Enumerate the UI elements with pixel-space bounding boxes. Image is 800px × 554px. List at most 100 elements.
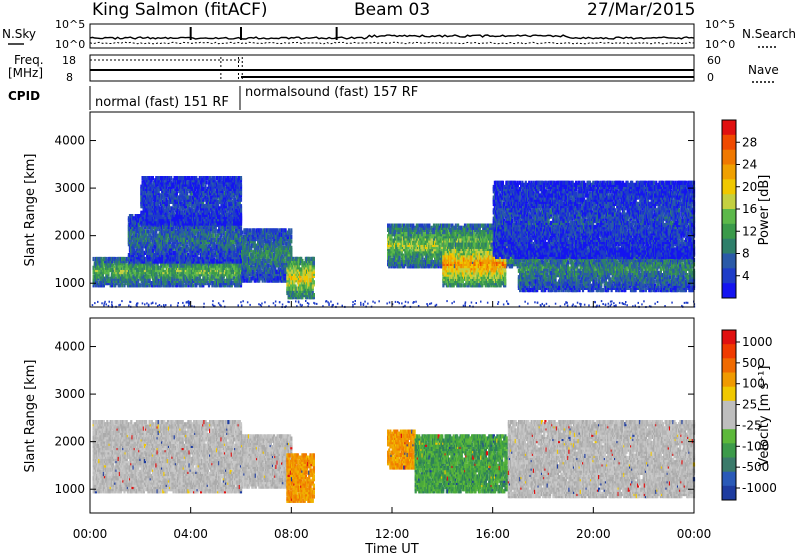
power-cell [108,265,111,270]
power-cell [152,210,156,215]
power-cell [142,250,145,255]
power-cell [186,274,189,279]
nsky-trace [89,34,695,40]
power-cell [190,263,193,268]
power-cell [186,244,189,249]
power-cell [230,227,233,232]
power-cell [130,250,133,255]
power-cell [179,219,182,224]
power-cell [181,184,184,189]
power-cell [150,178,153,183]
power-cell [236,253,239,258]
power-cell [210,246,213,251]
power-cell [184,246,188,251]
power-cell [127,242,130,247]
power-cell [190,278,193,283]
power-cell [98,281,101,286]
power-cell [233,250,236,255]
power-cell [223,227,226,232]
power-cell [184,204,188,209]
power-cell [223,246,226,251]
power-cell [176,242,180,247]
power-cell [210,206,213,211]
power-cell [227,272,230,277]
power-cell [238,263,241,268]
power-cell [180,274,183,279]
power-cell [130,265,133,270]
power-cell [181,227,184,232]
power-cell [230,184,233,189]
power-cell [234,178,237,183]
power-cell [140,250,143,255]
power-cell [189,248,192,253]
power-cell [140,253,143,258]
power-cell [144,221,148,226]
power-cell [93,263,96,268]
power-cell [156,182,159,187]
power-cell [207,182,210,187]
power-cell [230,210,233,215]
power-cell [215,204,218,209]
power-cell [176,255,180,260]
power-cell [220,186,223,191]
power-cell [190,242,193,247]
power-cell [100,263,103,268]
power-cell [190,250,193,255]
power-cell [210,257,213,262]
power-cell [146,267,149,273]
power-cell [155,214,158,220]
power-cell [139,263,142,268]
power-cell [238,259,241,264]
power-cell [222,184,225,189]
power-cell [116,276,119,281]
power-cell [114,278,117,283]
power-cell [111,274,115,279]
power-cell [92,267,95,273]
power-cell [181,240,184,245]
power-cell [206,253,209,258]
power-cell [179,214,182,220]
power-cell [205,199,208,204]
power-cell [194,263,197,268]
power-cell [158,184,161,189]
power-cell [236,259,239,264]
power-cell [154,265,157,270]
power-cell [162,178,165,183]
power-cell [206,246,209,251]
power-cell [130,216,133,221]
power-cell [220,244,223,249]
power-cell [223,206,226,211]
power-cell [168,206,172,211]
power-cell [131,227,134,232]
power-cell [236,240,239,245]
power-cell [123,283,126,288]
power-cell [151,184,154,189]
power-cell [194,281,197,286]
power-cell [228,229,231,234]
power-cell [197,178,200,183]
power-cell [168,212,172,217]
power-cell [191,253,194,258]
power-cell [217,217,220,222]
power-cell [144,195,148,200]
power-cell [181,204,184,209]
power-cell [139,257,142,262]
power-cell [202,221,205,226]
power-cell [209,267,212,273]
power-cell [223,214,226,220]
power-cell [170,250,173,255]
power-cell [218,214,221,220]
power-cell [181,193,184,198]
power-cell [154,274,157,279]
power-cell [231,221,234,226]
power-cell [228,253,231,258]
power-cell [146,204,149,209]
power-cell [156,212,159,217]
power-cell [222,193,225,198]
power-cell [210,186,213,191]
power-cell [226,191,229,196]
power-cell [160,176,164,181]
power-cell [214,263,217,268]
power-cell [209,265,212,270]
power-cell [139,244,142,249]
